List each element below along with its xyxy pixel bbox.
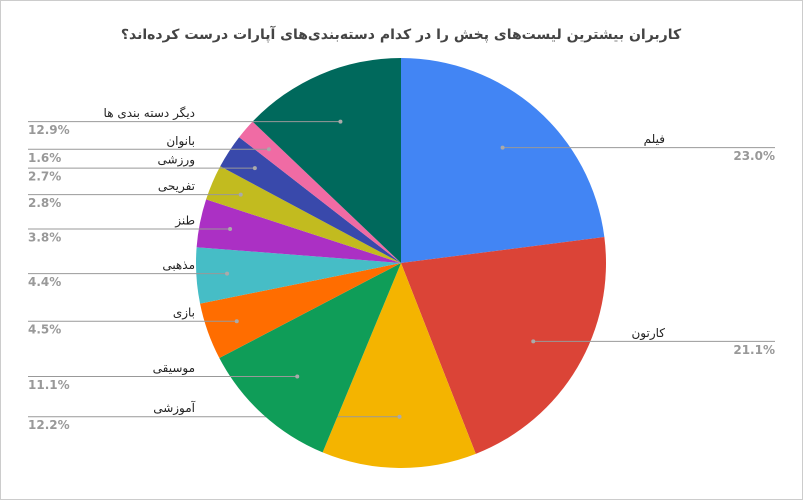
leader-dot (266, 147, 271, 152)
slice-label: ورزشی (158, 153, 195, 168)
pie-slice (196, 247, 401, 304)
pie-slice (219, 263, 401, 453)
leader-dot (238, 192, 243, 197)
slice-label: تفریحی (158, 179, 195, 194)
leader-dot (397, 414, 402, 419)
pie-slice (239, 121, 401, 264)
pie-slice (401, 58, 605, 263)
value-label: 12.9% (28, 123, 70, 137)
slice-label: بانوان (166, 134, 195, 149)
leader-dot (228, 227, 233, 232)
value-label: 11.1% (28, 378, 70, 392)
value-label: 4.5% (28, 323, 61, 337)
pie-slice (196, 199, 401, 263)
slice-label: آموزشی (153, 400, 195, 416)
pie-slice (200, 263, 401, 358)
pie-slice (220, 137, 401, 263)
leader-dot (531, 339, 536, 344)
pie-slice (401, 237, 606, 454)
slice-label: مذهبی (162, 258, 195, 272)
leader-dot (500, 145, 505, 150)
value-label: 21.1% (733, 343, 775, 357)
pie-slice (206, 166, 401, 263)
value-label: 2.8% (28, 196, 61, 210)
leader-dot (252, 166, 257, 171)
value-label: 23.0% (733, 149, 775, 163)
slice-label: بازی (173, 306, 195, 321)
value-label: 1.6% (28, 151, 61, 165)
slice-label: فیلم (644, 132, 665, 146)
value-label: 2.7% (28, 170, 61, 184)
value-label: 4.4% (28, 275, 61, 289)
slice-label: دیگر دسته بندی ها (104, 106, 195, 121)
value-label: 3.8% (28, 231, 61, 245)
leader-dot (225, 271, 230, 276)
pie-slice (252, 58, 401, 263)
leader-dot (338, 119, 343, 124)
value-label: 12.2% (28, 418, 70, 432)
leader-dot (234, 319, 239, 324)
slice-label: کارتون (631, 326, 665, 341)
chart-title: کاربران بیشترین لیست‌های پخش را در کدام … (121, 25, 682, 43)
slice-label: موسیقی (153, 361, 195, 376)
leader-dot (295, 374, 300, 379)
slice-label: طنز (174, 214, 195, 229)
